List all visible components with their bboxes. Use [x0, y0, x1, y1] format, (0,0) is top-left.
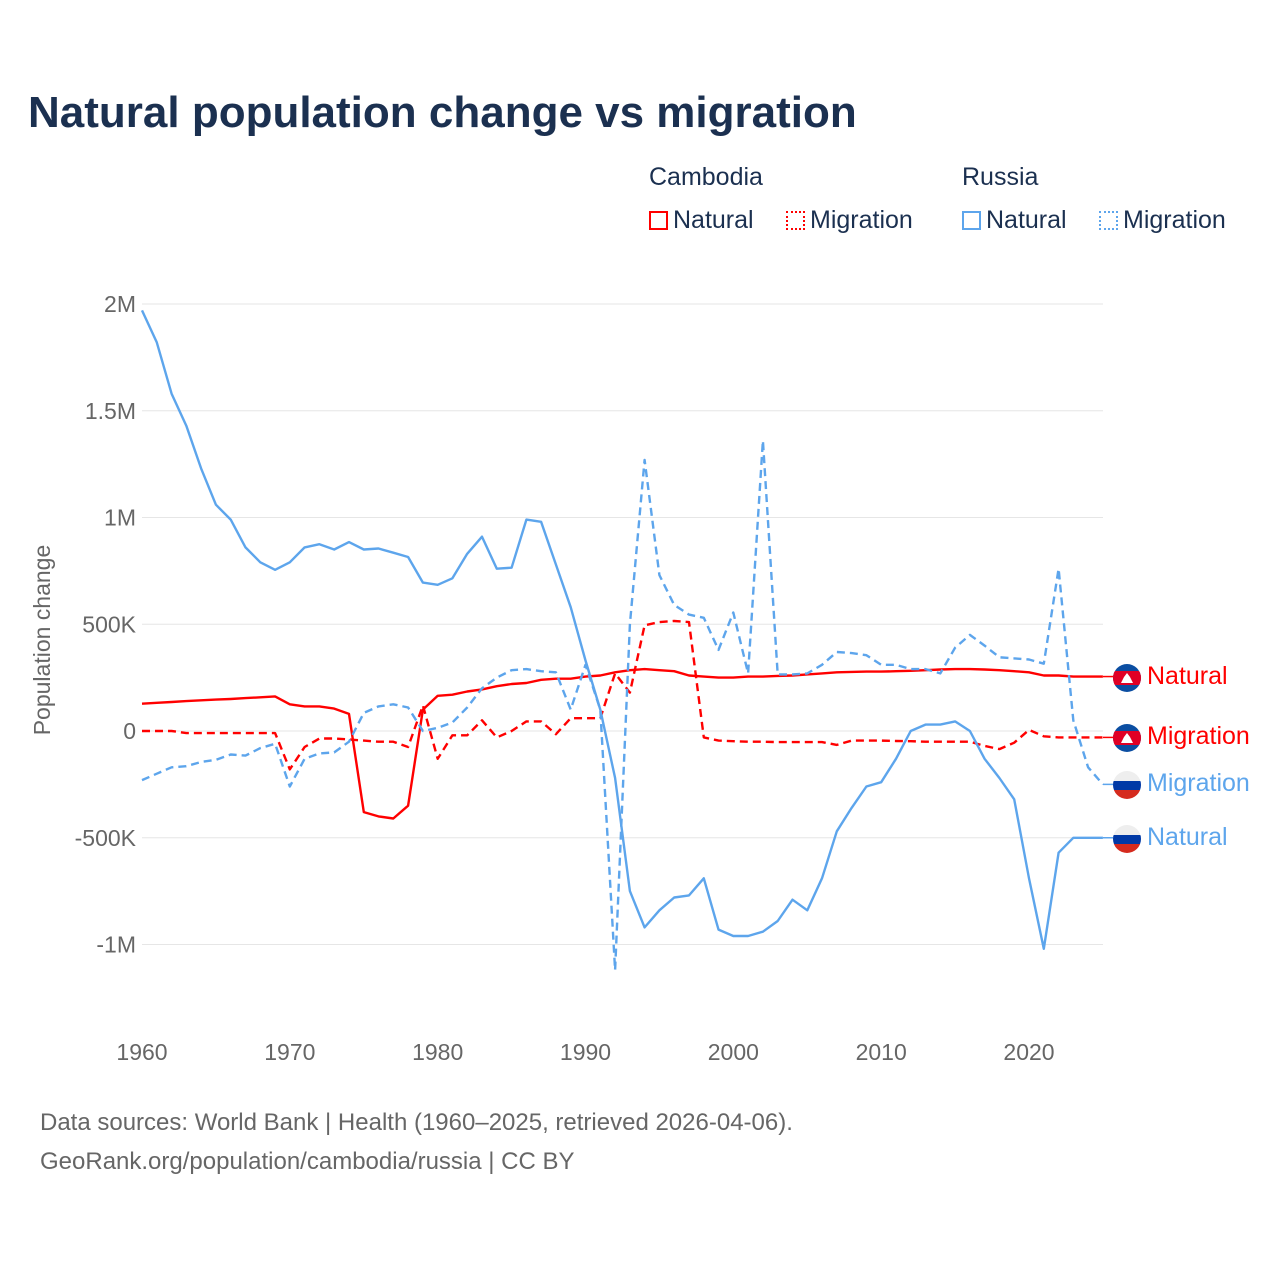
legend-label: Migration [810, 206, 913, 234]
y-tick-label: -500K [75, 825, 137, 851]
y-tick-label: 2M [104, 291, 136, 317]
legend-cambodia-natural[interactable]: Natural [649, 206, 754, 235]
legend-swatch-dotted-icon [1099, 211, 1118, 230]
legend-label: Natural [673, 206, 754, 234]
end-label-text: Natural [1147, 662, 1228, 690]
legend-label: Natural [986, 206, 1067, 234]
legend-swatch-dotted-icon [786, 211, 805, 230]
footer-sources: Data sources: World Bank | Health (1960–… [40, 1109, 793, 1136]
legend-swatch-solid-icon [649, 211, 668, 230]
legend-russia-natural[interactable]: Natural [962, 206, 1067, 235]
legend-group-russia: Russia [962, 163, 1039, 191]
y-tick-label: 500K [82, 611, 136, 637]
footer-attribution[interactable]: GeoRank.org/population/cambodia/russia |… [40, 1148, 575, 1175]
y-tick-label: 0 [123, 718, 136, 744]
end-label-russia-migration: Migration [1103, 769, 1250, 799]
series-line-cambodia-migration[interactable] [142, 619, 1103, 771]
series-line-russia-natural[interactable] [140, 309, 1103, 950]
x-tick-label: 2010 [856, 1039, 907, 1065]
y-axis-label: Population change [29, 545, 55, 736]
legend-group-cambodia: Cambodia [649, 163, 763, 191]
cambodia-flag-icon [1113, 724, 1141, 752]
end-label-russia-natural: Natural [1103, 823, 1228, 853]
russia-flag-icon [1113, 771, 1141, 799]
x-tick-label: 2000 [708, 1039, 759, 1065]
series-line-russia-migration[interactable] [141, 439, 1104, 972]
x-tick-label: 1960 [116, 1039, 167, 1065]
x-tick-label: 1970 [264, 1039, 315, 1065]
end-label-text: Migration [1147, 722, 1250, 750]
series-line-cambodia-natural[interactable] [141, 667, 1103, 820]
legend-cambodia-migration[interactable]: Migration [786, 206, 913, 235]
end-label-cambodia-migration: Migration [1103, 722, 1250, 752]
x-tick-label: 1990 [560, 1039, 611, 1065]
x-tick-label: 1980 [412, 1039, 463, 1065]
y-tick-label: -1M [96, 932, 136, 958]
end-label-text: Migration [1147, 769, 1250, 797]
x-tick-label: 2020 [1003, 1039, 1054, 1065]
cambodia-flag-icon [1113, 664, 1141, 692]
end-label-cambodia-natural: Natural [1103, 662, 1228, 692]
chart-title: Natural population change vs migration [28, 88, 857, 137]
y-tick-label: 1M [104, 505, 136, 531]
y-tick-label: 1.5M [85, 398, 136, 424]
russia-flag-icon [1113, 825, 1141, 853]
legend-swatch-solid-icon [962, 211, 981, 230]
legend-russia-migration[interactable]: Migration [1099, 206, 1226, 235]
end-label-text: Natural [1147, 823, 1228, 851]
legend-label: Migration [1123, 206, 1226, 234]
